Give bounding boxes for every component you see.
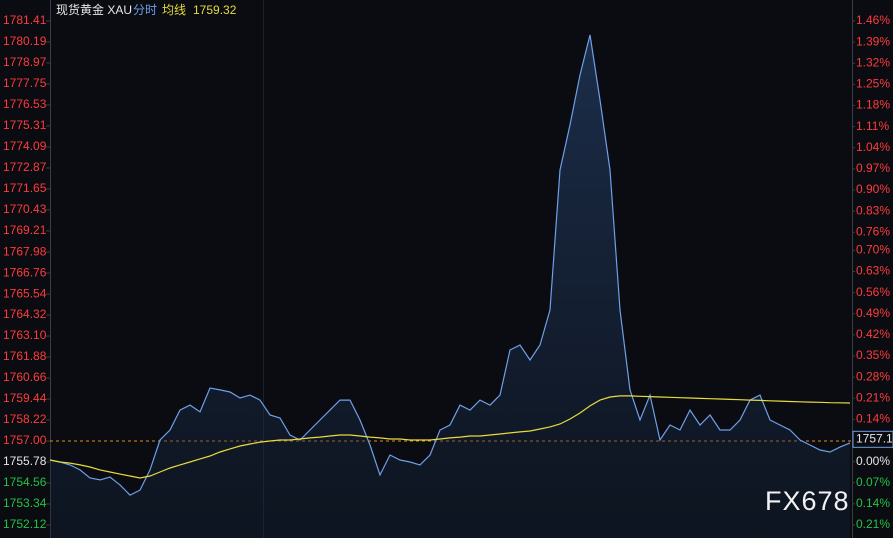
- y2-tick-label: 0.14%: [856, 412, 890, 426]
- y2-tick-label: 1.04%: [856, 140, 890, 154]
- y-tick-label: 1757.00: [3, 433, 47, 447]
- y2-tick-label: 0.97%: [856, 161, 890, 175]
- y-tick-label: 1764.32: [3, 307, 47, 321]
- legend: 现货黄金 XAU 分时 均线 1759.32: [56, 2, 237, 17]
- y-tick-label: 1758.22: [3, 412, 47, 426]
- y2-tick-label: 0.76%: [856, 224, 890, 238]
- y-tick-label: 1752.12: [3, 517, 47, 531]
- y2-tick-label: 0.28%: [856, 369, 890, 383]
- y2-tick-label: 0.21%: [856, 390, 890, 404]
- y-tick-label: 1761.88: [3, 349, 47, 363]
- y-tick-label: 1754.56: [3, 475, 47, 489]
- y-tick-label: 1775.31: [3, 118, 47, 132]
- y2-tick-label: 0.70%: [856, 243, 890, 257]
- y2-tick-label: 0.07%: [856, 475, 890, 489]
- legend-entry: 分时: [133, 3, 157, 17]
- y-tick-label: 1780.19: [3, 34, 47, 48]
- y2-tick-label: 1.39%: [856, 34, 890, 48]
- y2-tick-label: 1.32%: [856, 55, 890, 69]
- y-tick-label: 1777.75: [3, 76, 47, 90]
- y-tick-label: 1770.43: [3, 202, 47, 216]
- y-tick-label: 1776.53: [3, 97, 47, 111]
- y2-tick-label: 0.83%: [856, 203, 890, 217]
- y-tick-label: 1778.97: [3, 55, 47, 69]
- y-tick-label: 1760.66: [3, 370, 47, 384]
- y-tick-label: 1767.98: [3, 244, 47, 258]
- chart-title: 现货黄金 XAU: [56, 2, 132, 17]
- price-area: [50, 34, 850, 538]
- y-tick-label: 1781.41: [3, 13, 47, 27]
- y-tick-label: 1755.78: [3, 454, 47, 468]
- y2-tick-label: 0.63%: [856, 264, 890, 278]
- y-tick-label: 1771.65: [3, 181, 47, 195]
- price-line: [49, 34, 851, 496]
- y2-tick-label: 1.25%: [856, 77, 890, 91]
- last-price-label: 1757.1: [856, 431, 893, 445]
- y2-tick-label: 0.49%: [856, 306, 890, 320]
- plot: 1781.41 1780.19 1778.97 1777.75 1776.53 1775.…: [3, 13, 893, 538]
- y2-tick-label: 0.21%: [856, 517, 890, 531]
- y2-tick-label: 0.56%: [856, 285, 890, 299]
- average-line: [49, 395, 851, 479]
- watermark: FX678: [765, 486, 850, 516]
- y-tick-label: 1763.10: [3, 328, 47, 342]
- y2-tick-label: 1.11%: [856, 119, 889, 133]
- y-tick-label: 1769.21: [3, 223, 47, 237]
- y-tick-label: 1774.09: [3, 139, 47, 153]
- y2-tick-label: 1.46%: [856, 13, 890, 27]
- y2-tick-label: 0.14%: [856, 496, 890, 510]
- y-tick-label: 1766.76: [3, 265, 47, 279]
- y2-tick-label: 0.00%: [856, 454, 890, 468]
- y-tick-label: 1765.54: [3, 286, 47, 300]
- y2-tick-label: 0.42%: [856, 327, 890, 341]
- y-tick-label: 1753.34: [3, 496, 47, 510]
- last-price-box: [852, 430, 893, 448]
- legend-entry: 均线: [162, 3, 186, 17]
- y2-tick-label: 1.18%: [856, 98, 890, 112]
- y2-tick-label: 0.35%: [856, 348, 890, 362]
- y-tick-label: 1772.87: [3, 160, 47, 174]
- y2-tick-label: 0.90%: [856, 182, 890, 196]
- y-tick-label: 1759.44: [3, 391, 47, 405]
- legend-value: 1759.32: [193, 3, 237, 17]
